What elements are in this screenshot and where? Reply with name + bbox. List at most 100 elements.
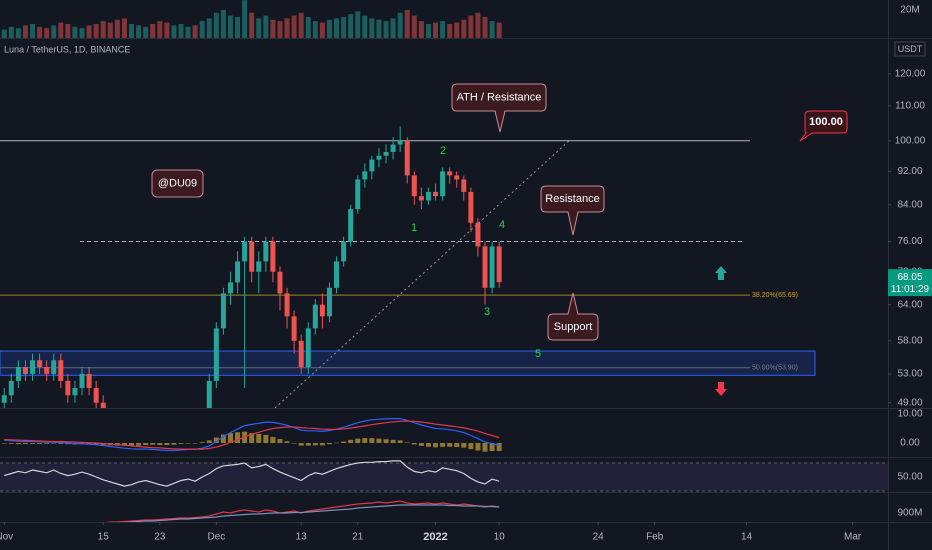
symbol-title: Luna / TetherUS, 1D, BINANCE — [4, 44, 130, 54]
callout — [540, 185, 605, 236]
y-tick-label: 84.00 — [897, 199, 922, 210]
candle-body — [15, 367, 21, 381]
macd-hist — [249, 433, 255, 443]
candle-body — [369, 159, 375, 172]
y-tick-label: 92.00 — [897, 166, 922, 177]
volume-bar — [93, 23, 99, 38]
macd-hist — [256, 434, 262, 443]
candle-body — [425, 191, 431, 201]
candle-body — [51, 360, 57, 374]
candle-body — [277, 271, 283, 294]
volume-bar — [418, 21, 424, 38]
candle-body — [235, 261, 241, 283]
callout-text: ATH / Resistance — [457, 91, 542, 103]
lower-pane — [105, 500, 500, 522]
macd-hist — [143, 442, 149, 446]
candle-body — [411, 175, 417, 197]
wave-label: 4 — [499, 219, 505, 231]
macd-hist — [93, 442, 99, 445]
volume-bar — [433, 22, 439, 38]
candle-body — [433, 191, 439, 197]
volume-bar — [51, 25, 57, 38]
candle-body — [263, 241, 269, 262]
candle-body — [440, 171, 446, 197]
candle-body — [397, 140, 403, 145]
volume-bar — [15, 28, 21, 38]
currency: USDT — [898, 44, 923, 54]
volume-bar — [461, 19, 467, 38]
macd-hist — [136, 442, 142, 446]
countdown: 11:01:29 — [891, 284, 930, 295]
candle-body — [213, 328, 219, 381]
volume-bar — [404, 9, 410, 38]
callout — [547, 292, 599, 341]
macd-hist — [404, 442, 410, 443]
callout — [151, 169, 204, 198]
candle-body — [270, 241, 276, 272]
candle-body — [454, 175, 460, 180]
macd-hist — [482, 442, 488, 452]
volume-bar — [291, 15, 297, 38]
x-tick-label: 14 — [741, 532, 753, 543]
candle-body — [86, 373, 92, 389]
candle-body — [256, 261, 262, 272]
macd-hist — [30, 442, 36, 444]
candle-body — [383, 151, 389, 156]
macd-hist — [129, 442, 135, 446]
volume-bar — [440, 21, 446, 38]
macd-hist — [8, 442, 14, 444]
candle-body — [305, 328, 311, 368]
volume-bar — [270, 19, 276, 38]
candle-body — [390, 144, 396, 152]
macd-hist — [171, 442, 177, 445]
candle-body — [93, 388, 99, 403]
y-tick-label: 58.00 — [897, 335, 922, 346]
candle-body — [206, 380, 212, 408]
volume-bar — [86, 25, 92, 38]
macd-hist — [298, 442, 304, 446]
macd-hist — [206, 440, 212, 443]
volume-bar — [348, 14, 354, 38]
x-tick-label: Mar — [844, 532, 862, 543]
macd-hist — [58, 442, 64, 444]
volume-bar — [150, 23, 156, 38]
macd-hist — [390, 439, 396, 443]
macd-hist — [305, 442, 311, 446]
volume-bar — [8, 26, 14, 38]
y-tick-label: 100.00 — [895, 135, 926, 146]
volume-bar — [397, 12, 403, 38]
zone — [0, 350, 816, 376]
candle-body — [447, 171, 453, 176]
candle-body — [65, 380, 71, 396]
volume-bar — [284, 18, 290, 38]
macd-hist — [461, 442, 467, 448]
volume-bar — [235, 16, 241, 38]
macd-hist — [418, 442, 424, 446]
rsi-pane — [0, 460, 888, 492]
callout-text: Support — [554, 321, 593, 333]
y-tick-label: 120.00 — [895, 68, 926, 79]
candle-body — [58, 360, 64, 381]
candle-body — [242, 241, 248, 262]
up-arrow — [715, 266, 727, 280]
volume-bar — [58, 22, 64, 38]
volume-bar — [129, 23, 135, 38]
macd-hist — [284, 441, 290, 443]
macd-hist — [397, 440, 403, 443]
volume-bar — [114, 19, 120, 38]
wave-label: 5 — [535, 348, 541, 360]
volume-bar — [425, 23, 431, 38]
macd-hist — [376, 438, 382, 443]
volume-bar — [334, 18, 340, 38]
volume-bar — [121, 18, 127, 38]
currency-box[interactable] — [894, 41, 926, 57]
indicator-line — [4, 420, 500, 450]
macd-hist — [15, 442, 21, 445]
last-price-box — [888, 269, 932, 297]
volume-bar — [157, 21, 163, 38]
y-tick-label: 76.00 — [897, 236, 922, 247]
macd-hist — [425, 442, 431, 447]
macd-hist — [263, 434, 269, 443]
volume-bar — [376, 19, 382, 38]
